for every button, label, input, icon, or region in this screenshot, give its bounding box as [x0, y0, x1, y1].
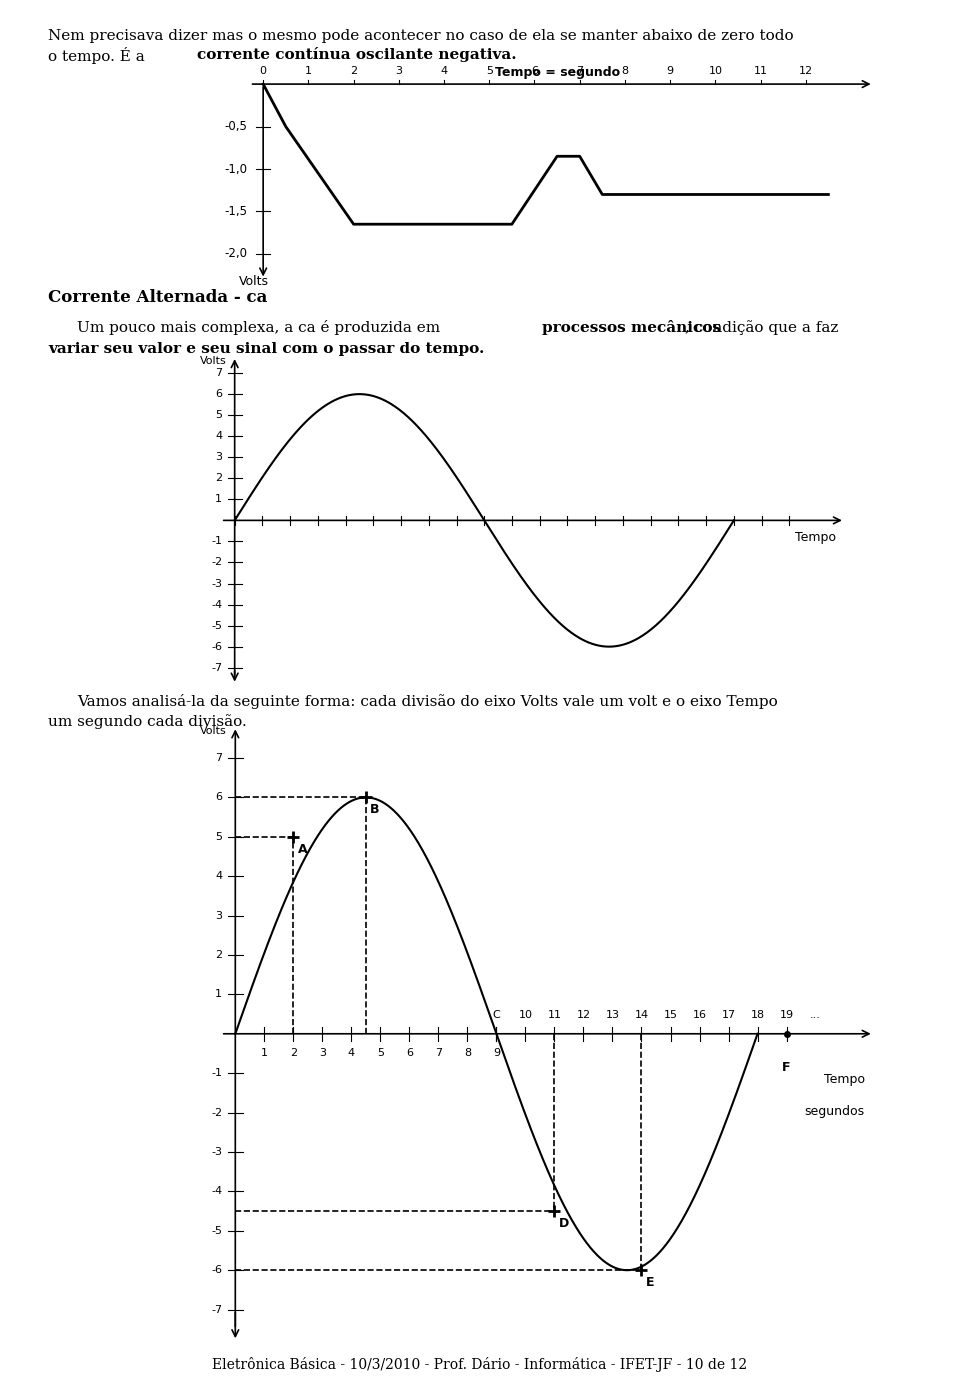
- Text: 10: 10: [708, 66, 722, 75]
- Text: 17: 17: [722, 1010, 735, 1020]
- Text: 5: 5: [377, 1048, 384, 1058]
- Text: -2,0: -2,0: [225, 247, 248, 260]
- Text: 5: 5: [486, 66, 492, 75]
- Text: 3: 3: [319, 1048, 325, 1058]
- Text: 2: 2: [350, 66, 357, 75]
- Text: 9: 9: [492, 1048, 500, 1058]
- Text: 10: 10: [518, 1010, 533, 1020]
- Text: -0,5: -0,5: [225, 120, 248, 133]
- Text: 2: 2: [215, 474, 222, 483]
- Text: 5: 5: [215, 831, 223, 842]
- Text: processos mecânicos: processos mecânicos: [542, 320, 721, 335]
- Text: 6: 6: [215, 390, 222, 400]
- Text: A: A: [298, 842, 307, 856]
- Text: B: B: [371, 803, 380, 816]
- Text: 0: 0: [259, 66, 267, 75]
- Text: Corrente Alternada - ca: Corrente Alternada - ca: [48, 289, 268, 306]
- Text: F: F: [782, 1062, 791, 1074]
- Text: 11: 11: [754, 66, 768, 75]
- Text: 12: 12: [576, 1010, 590, 1020]
- Text: segundos: segundos: [804, 1105, 865, 1118]
- Text: 7: 7: [435, 1048, 442, 1058]
- Text: 1: 1: [215, 495, 222, 504]
- Text: Tempo = segundo: Tempo = segundo: [494, 66, 619, 80]
- Text: corrente contínua oscilante negativa.: corrente contínua oscilante negativa.: [197, 47, 516, 63]
- Text: 3: 3: [215, 911, 223, 921]
- Text: 11: 11: [547, 1010, 562, 1020]
- Text: 1: 1: [261, 1048, 268, 1058]
- Text: Tempo: Tempo: [796, 531, 836, 543]
- Text: Volts: Volts: [200, 356, 227, 366]
- Text: 7: 7: [215, 753, 223, 763]
- Text: 1: 1: [215, 989, 223, 999]
- Text: Nem precisava dizer mas o mesmo pode acontecer no caso de ela se manter abaixo d: Nem precisava dizer mas o mesmo pode aco…: [48, 29, 794, 43]
- Text: -1,5: -1,5: [225, 205, 248, 218]
- Text: Volts: Volts: [200, 726, 227, 736]
- Text: Tempo: Tempo: [824, 1073, 865, 1087]
- Text: ...: ...: [810, 1010, 821, 1020]
- Text: -2: -2: [211, 1108, 223, 1118]
- Text: 2: 2: [215, 950, 223, 960]
- Text: -7: -7: [211, 1305, 223, 1315]
- Text: 7: 7: [215, 367, 222, 379]
- Text: 16: 16: [692, 1010, 707, 1020]
- Text: D: D: [559, 1217, 569, 1229]
- Text: 1: 1: [305, 66, 312, 75]
- Text: -3: -3: [211, 1147, 223, 1157]
- Text: 7: 7: [576, 66, 584, 75]
- Text: um segundo cada divisão.: um segundo cada divisão.: [48, 714, 247, 729]
- Text: C: C: [492, 1010, 500, 1020]
- Text: 12: 12: [799, 66, 813, 75]
- Text: 3: 3: [215, 453, 222, 462]
- Text: 13: 13: [606, 1010, 619, 1020]
- Text: variar seu valor e seu sinal com o passar do tempo.: variar seu valor e seu sinal com o passa…: [48, 342, 485, 356]
- Text: 5: 5: [215, 411, 222, 420]
- Text: 2: 2: [290, 1048, 297, 1058]
- Text: 6: 6: [406, 1048, 413, 1058]
- Text: 4: 4: [215, 872, 223, 882]
- Text: 6: 6: [531, 66, 538, 75]
- Text: 6: 6: [215, 792, 223, 802]
- Text: -5: -5: [211, 1225, 223, 1236]
- Text: 14: 14: [635, 1010, 649, 1020]
- Text: -1,0: -1,0: [225, 162, 248, 176]
- Text: -7: -7: [211, 662, 222, 673]
- Text: -2: -2: [211, 557, 222, 567]
- Text: 4: 4: [441, 66, 447, 75]
- Text: 9: 9: [666, 66, 674, 75]
- Text: -4: -4: [211, 599, 222, 609]
- Text: , condição que a faz: , condição que a faz: [685, 320, 839, 335]
- Text: Um pouco mais complexa, a ca é produzida em: Um pouco mais complexa, a ca é produzida…: [77, 320, 444, 335]
- Text: Vamos analisá-la da seguinte forma: cada divisão do eixo Volts vale um volt e o : Vamos analisá-la da seguinte forma: cada…: [77, 694, 778, 710]
- Text: -4: -4: [211, 1186, 223, 1196]
- Text: 19: 19: [780, 1010, 794, 1020]
- Text: 3: 3: [396, 66, 402, 75]
- Text: o tempo. É a: o tempo. É a: [48, 47, 150, 64]
- Text: 8: 8: [464, 1048, 471, 1058]
- Text: -5: -5: [211, 620, 222, 630]
- Text: -3: -3: [211, 578, 222, 588]
- Text: -1: -1: [211, 536, 222, 546]
- Text: 4: 4: [215, 432, 222, 441]
- Text: 4: 4: [348, 1048, 355, 1058]
- Text: Eletrônica Básica - 10/3/2010 - Prof. Dário - Informática - IFET-JF - 10 de 12: Eletrônica Básica - 10/3/2010 - Prof. Dá…: [212, 1356, 748, 1372]
- Text: -1: -1: [211, 1069, 223, 1078]
- Text: E: E: [646, 1275, 655, 1289]
- Text: -6: -6: [211, 641, 222, 651]
- Text: 18: 18: [751, 1010, 764, 1020]
- Text: 15: 15: [663, 1010, 678, 1020]
- Text: 8: 8: [621, 66, 629, 75]
- Text: -6: -6: [211, 1266, 223, 1275]
- Text: Volts: Volts: [239, 275, 269, 288]
